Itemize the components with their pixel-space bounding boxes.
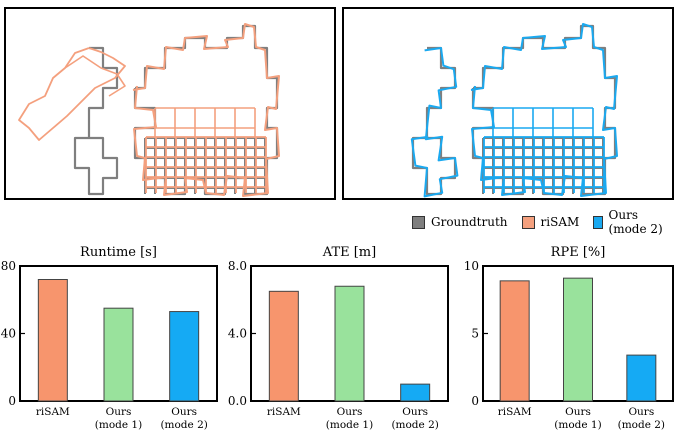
y-tick-label: 0.0 <box>228 394 247 408</box>
legend-item-ours-mode2: Ours (mode 2) <box>593 208 666 236</box>
trajectory-panel-risam <box>4 7 336 200</box>
y-tick-label: 8.0 <box>228 259 247 273</box>
bar-ours-mode-1 <box>334 285 365 402</box>
chart-title: Runtime [s] <box>80 245 157 260</box>
x-tick-label: Ours (mode 2) <box>391 406 438 431</box>
bar-risam <box>268 290 299 402</box>
y-tick-label: 4.0 <box>228 327 247 341</box>
legend-swatch-ours-mode2 <box>593 215 603 229</box>
y-tick-label: 5 <box>471 327 479 341</box>
bar-ours-mode-2 <box>169 311 200 402</box>
trajectory-frame <box>342 7 674 200</box>
x-tick-label: Ours (mode 2) <box>160 406 207 431</box>
estimate-path <box>470 23 618 197</box>
x-tick-label: Ours (mode 2) <box>618 406 665 431</box>
bar-risam <box>37 279 68 402</box>
x-tick-label: Ours (mode 1) <box>326 406 373 431</box>
y-tick-label: 0 <box>471 394 479 408</box>
estimate-path <box>64 55 126 97</box>
y-tick-label: 80 <box>1 259 16 273</box>
bar-risam <box>499 280 530 402</box>
ate-chart: ATE [m] 0.0 4.0 8.0 riSAM Ours (mode 1) Ours (mo… <box>228 245 449 431</box>
runtime-chart: Runtime [s] 0 40 80 riSAM Ours (mode 1) Ours (mo… <box>1 245 218 431</box>
chart-title: RPE [%] <box>551 245 606 260</box>
x-tick-label: riSAM <box>36 406 70 418</box>
estimate-path <box>132 23 280 197</box>
groundtruth-path <box>73 46 119 196</box>
y-tick-label: 10 <box>464 259 479 273</box>
legend: Groundtruth riSAM Ours (mode 2) <box>412 208 680 236</box>
x-tick-label: riSAM <box>267 406 301 418</box>
legend-item-risam: riSAM <box>521 215 580 229</box>
bar-ours-mode-2 <box>400 383 431 402</box>
legend-item-groundtruth: Groundtruth <box>412 215 508 229</box>
bar-ours-mode-1 <box>563 277 593 402</box>
legend-swatch-risam <box>521 215 535 229</box>
estimate-path <box>18 47 126 141</box>
x-tick-label: Ours (mode 1) <box>554 406 601 431</box>
y-tick-label: 40 <box>1 327 16 341</box>
legend-label-groundtruth: Groundtruth <box>431 215 508 229</box>
x-tick-label: riSAM <box>498 406 532 418</box>
legend-label-risam: riSAM <box>540 215 580 229</box>
y-tick-label: 0 <box>8 394 16 408</box>
chart-title: ATE [m] <box>322 245 376 260</box>
rpe-chart: RPE [%] 0 5 10 riSAM Ours (mode 1) Ours (mode 2) <box>464 245 674 431</box>
trajectory-frame <box>4 7 336 200</box>
trajectory-panel-ours-mode2 <box>342 7 674 200</box>
legend-label-ours-mode2: Ours (mode 2) <box>608 208 663 236</box>
legend-swatch-groundtruth <box>412 215 425 229</box>
estimate-path <box>410 47 459 198</box>
x-tick-label: Ours (mode 1) <box>95 406 142 431</box>
bar-ours-mode-2 <box>626 354 657 402</box>
bar-ours-mode-1 <box>103 307 134 402</box>
